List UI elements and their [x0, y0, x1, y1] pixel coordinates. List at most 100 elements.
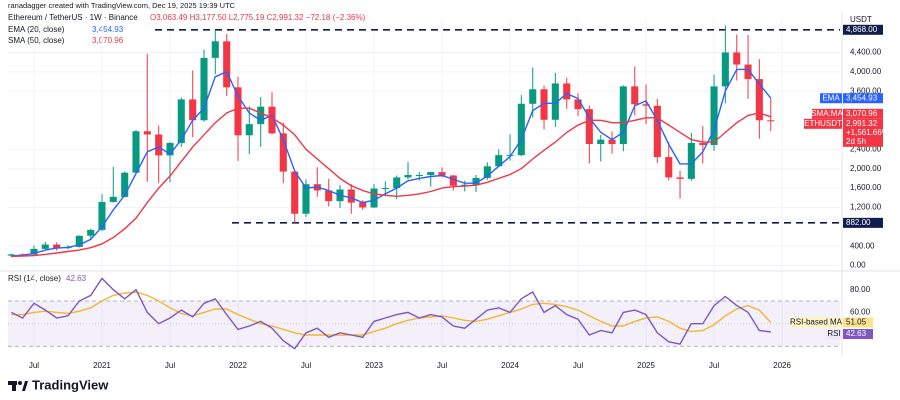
- candle-body: [517, 103, 525, 156]
- y-tick-label: 4,000.00: [850, 67, 882, 76]
- level-tag-bg: [843, 217, 883, 228]
- candle-body: [721, 52, 729, 87]
- candle-body: [166, 143, 174, 156]
- rsi-tag-name-bg: [826, 329, 842, 340]
- candle-body: [223, 41, 231, 88]
- y-tick-label: 1,600.00: [850, 183, 882, 192]
- price-tag-name: ETHUSDT: [804, 119, 842, 128]
- candle-body: [53, 244, 61, 249]
- rsi-tag-name: RSI: [827, 329, 840, 338]
- y-tick-label: 80.00: [850, 285, 871, 294]
- candle-body: [7, 254, 15, 256]
- candle-body: [121, 172, 129, 197]
- candle-body: [381, 188, 389, 190]
- rsi-tag-bg: [843, 329, 873, 340]
- candle-body: [608, 139, 616, 144]
- candle-body: [540, 89, 548, 120]
- y-tick-label: 2,400.00: [850, 144, 882, 153]
- x-tick-label: 2023: [365, 361, 383, 370]
- level-tag-bg: [843, 24, 883, 35]
- candle-body: [529, 89, 537, 104]
- x-tick-label: 2025: [637, 361, 655, 370]
- x-tick-label: Jul: [29, 361, 39, 370]
- rsi-tag-value: 51.05: [846, 318, 867, 327]
- price-tag-value: 2,991.32: [846, 119, 878, 128]
- candle-body: [653, 105, 661, 158]
- logo-dot: [18, 381, 22, 385]
- candle-body: [98, 201, 106, 230]
- x-tick-label: Jul: [165, 361, 175, 370]
- candle-body: [415, 175, 423, 176]
- candle-body: [404, 175, 412, 178]
- level-tag: 4,868.00: [846, 25, 878, 34]
- candle-body: [325, 190, 333, 202]
- candle-body: [733, 52, 741, 65]
- candle-body: [585, 109, 593, 144]
- candle-body: [551, 83, 559, 120]
- price-tag-name-bg: [804, 118, 842, 129]
- rsi-title: RSI (14, close): [8, 274, 61, 283]
- candle-body: [370, 188, 378, 208]
- candle-body: [631, 86, 639, 105]
- candle-body: [177, 99, 185, 144]
- candle-body: [676, 177, 684, 179]
- candle-body: [257, 106, 265, 125]
- candle-body: [483, 166, 491, 178]
- x-tick-label: 2021: [93, 361, 111, 370]
- rsi-title-value: 42.63: [66, 274, 87, 283]
- ohlc-quote: O3,063.49 H3,177.50 L2,775.19 C2,991.32 …: [150, 13, 366, 22]
- candle-body: [200, 57, 208, 121]
- x-tick-label: Jul: [709, 361, 719, 370]
- candle-body: [143, 131, 151, 135]
- price-tag-countdown: 2d 5h: [846, 137, 866, 146]
- candle-body: [710, 86, 718, 145]
- candle-body: [132, 131, 140, 173]
- price-tag-name: SMA:MA: [811, 109, 843, 118]
- currency-label: USDT: [850, 15, 872, 24]
- candle-body: [563, 83, 571, 100]
- legend-ema-value: 3,454.93: [92, 25, 124, 34]
- candle-body: [189, 99, 197, 121]
- price-tag-bg: [843, 108, 883, 119]
- candle-body: [279, 133, 287, 172]
- candle-body: [438, 172, 446, 176]
- candle-body: [642, 104, 650, 106]
- legend-ema: EMA (20, close): [8, 25, 65, 34]
- candle-body: [245, 124, 253, 136]
- rsi-tag-bg: [843, 317, 873, 328]
- candle-body: [744, 64, 752, 80]
- candle-body: [30, 248, 38, 255]
- y-tick-label: 4,400.00: [850, 48, 882, 57]
- price-tag-name-bg: [820, 93, 842, 104]
- y-tick-label: 3,600.00: [850, 86, 882, 95]
- candle-body: [767, 120, 775, 122]
- candle-body: [268, 106, 276, 134]
- x-tick-label: 2024: [501, 361, 519, 370]
- y-tick-label: 400.00: [850, 241, 875, 250]
- brand-logo: [8, 381, 28, 391]
- candle-body: [291, 171, 299, 214]
- price-tag-value: 3,454.93: [846, 93, 878, 102]
- candle-body: [449, 175, 457, 186]
- x-tick-label: 2022: [229, 361, 247, 370]
- price-tag-value: 3,070.96: [846, 109, 878, 118]
- level-tag: 882.00: [846, 218, 871, 227]
- candle-body: [75, 235, 83, 247]
- logo-slash: [22, 381, 28, 391]
- candle-body: [597, 139, 605, 144]
- legend-sma-value: 3,070.96: [92, 36, 124, 45]
- candle-body: [427, 172, 435, 175]
- candle-body: [461, 184, 469, 186]
- candle-body: [619, 86, 627, 144]
- legend-sma: SMA (50, close): [8, 36, 65, 45]
- rsi-tag-value: 42.63: [846, 329, 867, 338]
- series-line: [10, 277, 771, 350]
- candle-body: [234, 87, 242, 136]
- candle-body: [687, 143, 695, 179]
- candle-body: [359, 202, 367, 208]
- candle-body: [155, 134, 163, 156]
- y-tick-label: 2,000.00: [850, 164, 882, 173]
- series-line: [11, 107, 772, 258]
- candle-body: [665, 157, 673, 178]
- x-tick-label: 2026: [773, 361, 791, 370]
